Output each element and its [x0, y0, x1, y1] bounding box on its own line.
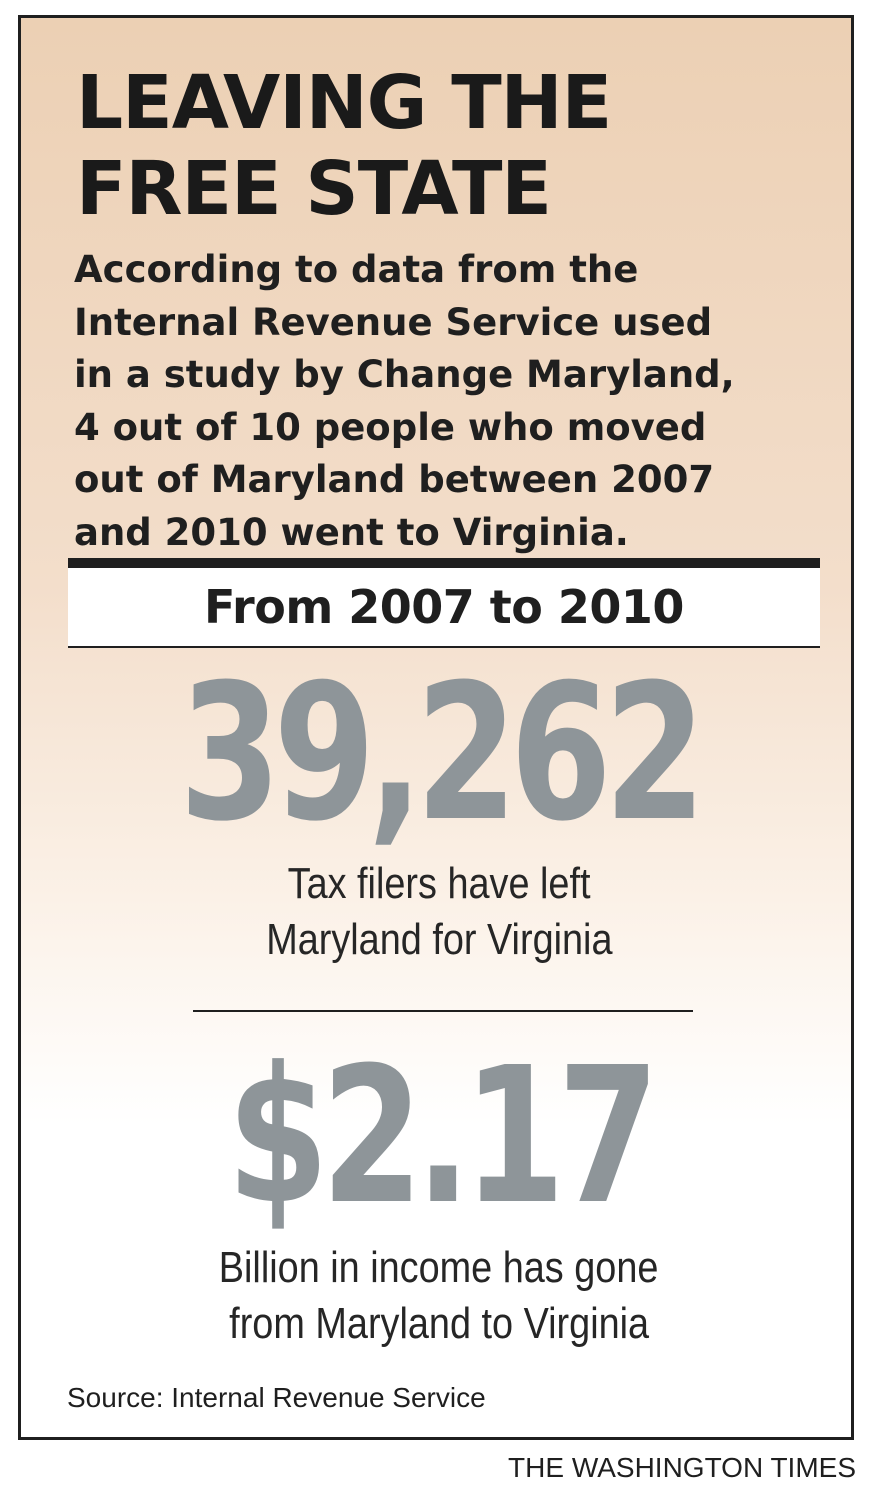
stat-tax-filers-number: 39,262: [21, 660, 857, 848]
intro-line-1: According to data from the: [74, 248, 639, 291]
stat-income-caption-line-1: Billion in income has gone: [219, 1243, 659, 1292]
stat-income-value: $2.17: [226, 1027, 660, 1246]
stat-tax-filers-caption-line-1: Tax filers have left: [287, 859, 591, 908]
headline-line-2: FREE STATE: [76, 146, 552, 232]
source-note: Source: Internal Revenue Service: [67, 1382, 486, 1413]
stat-tax-filers-caption: Tax filers have left Maryland for Virgin…: [21, 856, 857, 968]
intro-paragraph: According to data from the Internal Reve…: [74, 244, 824, 559]
intro-line-3: in a study by Change Maryland,: [74, 353, 735, 396]
headline: LEAVING THE FREE STATE: [76, 60, 612, 232]
publisher-credit: THE WASHINGTON TIMES: [508, 1452, 856, 1483]
intro-line-4: 4 out of 10 people who moved: [74, 405, 707, 449]
period-label: From 2007 to 2010: [204, 580, 684, 634]
stat-income-caption: Billion in income has gone from Maryland…: [21, 1240, 857, 1352]
section-divider: [193, 1010, 693, 1012]
stat-tax-filers-caption-line-2: Maryland for Virginia: [265, 915, 613, 964]
stat-tax-filers-value: 39,262: [179, 644, 706, 863]
intro-line-6: and 2010 went to Virginia.: [74, 510, 629, 554]
intro-line-2: Internal Revenue Service used: [74, 300, 713, 344]
headline-line-1: LEAVING THE: [76, 60, 612, 146]
stat-income-number: $2.17: [21, 1043, 857, 1231]
period-banner: From 2007 to 2010: [68, 558, 820, 648]
stat-income-caption-line-2: from Maryland to Virginia: [229, 1299, 649, 1348]
infographic-panel: LEAVING THE FREE STATE According to data…: [18, 15, 854, 1440]
intro-line-5: out of Maryland between 2007: [74, 458, 715, 501]
